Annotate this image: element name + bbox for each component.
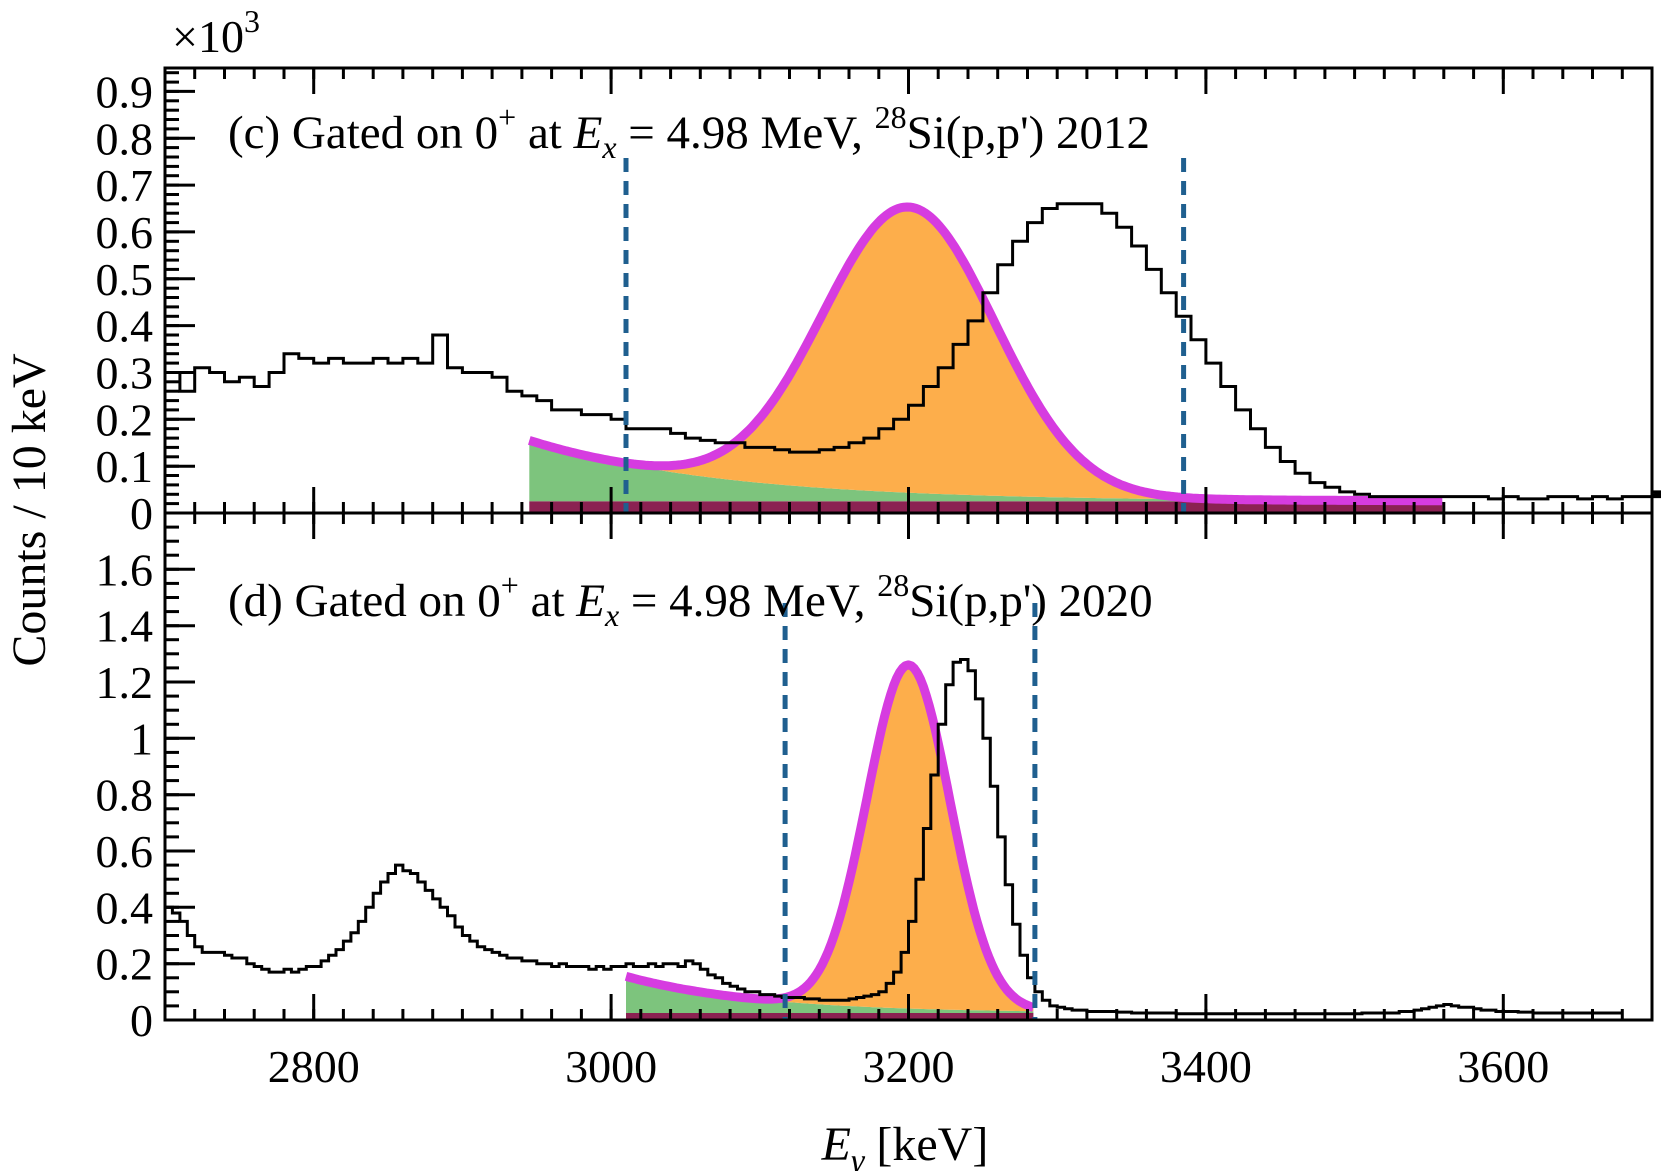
y-multiplier-base: ×10	[172, 11, 244, 62]
panel-d-fit-fills	[626, 664, 1034, 1020]
panel-c-exponential-background	[529, 440, 1443, 502]
panel-d: 00.2 0.40.60.8 11.21.4 1.6 2800 3000 3200 3400 3…	[96, 511, 1654, 1092]
panel-c-y-tick-label: 0.5	[96, 254, 154, 305]
y-multiplier: ×103	[172, 3, 260, 62]
panel-d-y-tick-label: 1	[130, 713, 153, 764]
y-axis-title: Counts / 10 keV	[3, 353, 56, 667]
panel-c-fit-curve	[527, 202, 1444, 506]
panel-d-title-mass: 28	[877, 567, 909, 603]
panel-c-total-fit	[527, 202, 1444, 506]
panel-d-y-tick-label: 1.6	[96, 544, 154, 595]
panel-c-y-tick-label: 0.3	[96, 348, 154, 399]
panel-d-title-ex: E	[575, 575, 605, 627]
panel-d-y-tick-label: 0.4	[96, 882, 154, 933]
panel-c-title: (c) Gated on 0+ at Ex = 4.98 MeV, 28Si(p…	[228, 99, 1150, 165]
x-axis-title-main: E	[821, 1118, 851, 1171]
panel-d-x-tick-label: 2800	[268, 1041, 360, 1092]
panel-c-constant-background	[529, 501, 1443, 513]
panel-c: 00.10.20.30.40.50.60.70.80.9 (c) Gated o…	[96, 66, 1661, 539]
panel-c-histogram	[165, 202, 1661, 501]
panel-c-ticks: 00.10.20.30.40.50.60.70.80.9	[96, 66, 1654, 539]
x-axis-title-unit: [keV]	[864, 1118, 988, 1171]
panel-d-title-sup: +	[501, 567, 519, 603]
panel-d-x-tick-label: 3600	[1457, 1041, 1549, 1092]
panel-c-y-tick-label: 0.2	[96, 394, 154, 445]
panel-c-y-tick-label: 0.1	[96, 441, 154, 492]
panel-d-y-tick-label: 1.2	[96, 657, 154, 708]
panel-d-fit-curve	[624, 660, 1035, 1012]
x-axis-title-sub: γ	[851, 1143, 866, 1171]
panel-d-histogram	[165, 658, 1623, 1016]
x-axis-title: Eγ [keV]	[821, 1118, 989, 1171]
panel-d-constant-background	[626, 1013, 1034, 1020]
panel-d-total-fit	[624, 660, 1035, 1012]
panel-c-y-tick-label: 0.4	[96, 301, 154, 352]
panel-c-title-ex-sub: x	[601, 129, 616, 165]
panel-d-x-tick-label: 3000	[565, 1041, 657, 1092]
panel-d-ticks: 00.2 0.40.60.8 11.21.4 1.6 2800 3000 3200 3400 3…	[96, 511, 1654, 1092]
y-multiplier-exponent: 3	[244, 3, 260, 39]
panel-d-y-tick-label: 0.8	[96, 770, 154, 821]
panel-c-y-tick-label: 0.6	[96, 207, 154, 258]
panel-d-histogram-line	[165, 658, 1623, 1016]
panel-c-title-ex: E	[573, 107, 603, 159]
panel-d-gate-lines	[782, 603, 1038, 1020]
panel-d-title-at: at	[519, 575, 576, 627]
panel-c-y-tick-label: 0	[130, 488, 153, 539]
panel-d-y-tick-label: 0.6	[96, 826, 154, 877]
panel-d-y-tick-label: 0.2	[96, 939, 154, 990]
panel-d-title-tail: Si(p,p') 2020	[909, 575, 1152, 627]
panel-d-title: (d) Gated on 0+ at Ex = 4.98 MeV, 28Si(p…	[228, 567, 1153, 633]
panel-c-y-tick-label: 0.9	[96, 66, 154, 117]
panel-c-histogram-line	[165, 202, 1661, 501]
panel-c-title-at: at	[516, 107, 573, 159]
panel-d-title-mid: = 4.98 MeV,	[619, 575, 877, 627]
panel-c-title-tail: Si(p,p') 2012	[907, 107, 1150, 159]
panel-c-y-tick-label: 0.8	[96, 113, 154, 164]
panel-d-x-tick-label: 3400	[1160, 1041, 1252, 1092]
panel-c-y-tick-label: 0.7	[96, 160, 154, 211]
panel-c-title-sup: +	[498, 99, 516, 135]
panel-d-y-tick-label: 1.4	[96, 601, 154, 652]
panel-d-y-tick-label: 0	[130, 995, 153, 1046]
panel-c-title-mid: = 4.98 MeV,	[617, 107, 875, 159]
panel-d-title-ex-sub: x	[604, 597, 619, 633]
panel-c-title-prefix: (c) Gated on 0	[228, 107, 498, 159]
panel-d-title-prefix: (d) Gated on 0	[228, 575, 501, 627]
panel-d-x-tick-label: 3200	[863, 1041, 955, 1092]
panel-d-gaussian-peak	[626, 664, 1034, 1012]
panel-d-exponential-background	[626, 976, 1034, 1013]
panel-c-title-mass: 28	[875, 99, 907, 135]
panel-c-gaussian-peak	[529, 207, 1443, 501]
panel-c-gate-lines	[623, 158, 1187, 513]
